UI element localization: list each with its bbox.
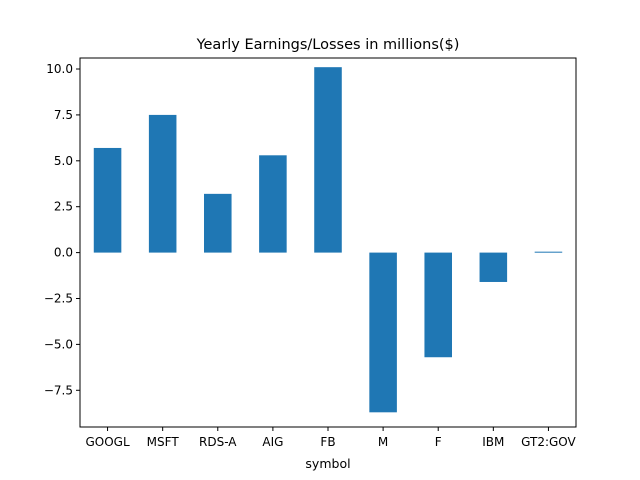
x-tick-label: MSFT	[147, 435, 180, 449]
y-tick-label: 7.5	[54, 108, 73, 122]
bar-fb	[314, 67, 342, 253]
x-tick-label: F	[435, 435, 442, 449]
x-axis: GOOGL MSFT RDS-A AIG FB M F IBM GT2:GOV	[85, 427, 577, 449]
x-tick-label: RDS-A	[199, 435, 237, 449]
x-tick-label: AIG	[262, 435, 283, 449]
chart-title: Yearly Earnings/Losses in millions($)	[196, 37, 460, 53]
y-tick-label: 10.0	[46, 62, 73, 76]
y-tick-label: −5.0	[44, 337, 73, 351]
y-tick-label: −2.5	[44, 291, 73, 305]
x-tick-label: FB	[320, 435, 335, 449]
bar-gt2-gov	[534, 251, 563, 253]
y-tick-label: 2.5	[54, 200, 73, 214]
y-tick-label: 0.0	[54, 246, 73, 260]
bar-msft	[148, 114, 177, 253]
x-tick-label: IBM	[482, 435, 504, 449]
x-tick-label: GT2:GOV	[521, 435, 576, 449]
bar-m	[369, 252, 397, 413]
bars-group	[93, 67, 563, 413]
x-tick-label: GOOGL	[85, 435, 129, 449]
x-tick-label: M	[378, 435, 388, 449]
x-axis-label: symbol	[305, 456, 350, 471]
bar-f	[424, 252, 452, 358]
bar-ibm	[479, 252, 508, 282]
y-tick-label: −7.5	[44, 383, 73, 397]
bar-rds-a	[204, 193, 232, 253]
y-tick-label: 5.0	[54, 154, 73, 168]
bar-aig	[259, 155, 287, 253]
bar-googl	[93, 147, 122, 253]
y-axis: −7.5 −5.0 −2.5 0.0 2.5 5.0 7.5 10.0	[44, 62, 80, 397]
